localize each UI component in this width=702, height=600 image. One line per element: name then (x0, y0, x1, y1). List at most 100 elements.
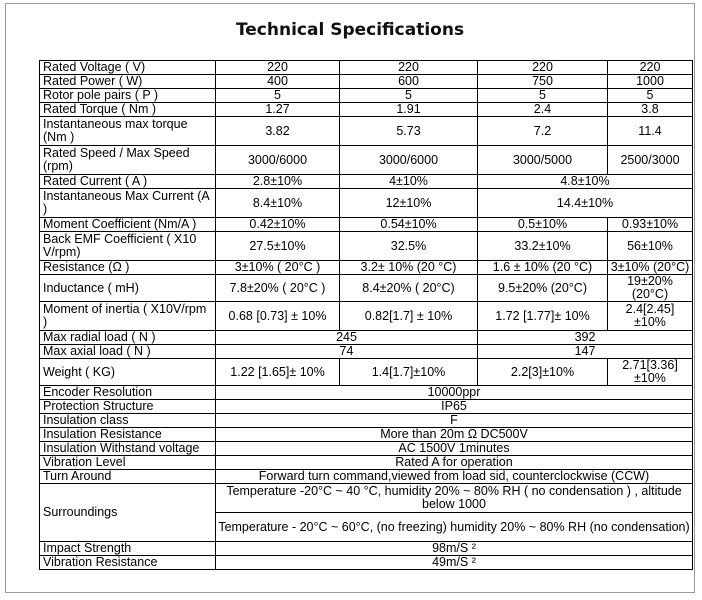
row-label: Inductance ( mH) (39, 274, 216, 302)
table-row: Inductance ( mH) 7.8±20% ( 20°C ) 8.4±20… (39, 274, 693, 302)
cell-value: 11.4 (607, 116, 693, 146)
table-row: Weight ( KG) 1.22 [1.65]± 10% 1.4[1.7]±1… (39, 358, 693, 386)
cell-value: 3.8 (607, 102, 693, 117)
cell-value: 5 (607, 88, 693, 103)
cell-value: 4±10% (339, 174, 478, 189)
row-label: Max axial load ( N ) (39, 344, 216, 359)
cell-value: 56±10% (607, 231, 693, 261)
row-label: Encoder Resolution (39, 385, 216, 400)
cell-value: 3±10% (20°C) (607, 260, 693, 275)
cell-value: 245 (215, 330, 478, 345)
cell-value: 2.8±10% (215, 174, 340, 189)
row-label: Resistance (Ω ) (39, 260, 216, 275)
table-row: Rotor pole pairs ( P ) 5 5 5 5 (39, 88, 693, 103)
cell-value: 19±20% (20°C) (607, 274, 693, 302)
cell-value: 1000 (607, 74, 693, 89)
row-label: Rated Speed / Max Speed (rpm) (39, 145, 216, 175)
row-label: Moment of inertia ( X10V/rpm ) (39, 301, 216, 331)
cell-value: 1.27 (215, 102, 340, 117)
cell-value: 1.4[1.7]±10% (339, 358, 478, 386)
row-label: Moment Coefficient (Nm/A ) (39, 217, 216, 232)
cell-value: More than 20m Ω DC500V (215, 427, 693, 442)
table-row: Insulation class F (39, 413, 693, 428)
row-label: Rated Torque ( Nm ) (39, 102, 216, 117)
cell-value: Temperature -20°C ~ 40 °C, humidity 20% … (215, 483, 693, 513)
table-row: Vibration Level Rated A for operation (39, 455, 693, 470)
cell-value: 3.2± 10% (20 °C) (339, 260, 478, 275)
cell-value: 0.42±10% (215, 217, 340, 232)
cell-value: 2.71[3.36]±10% (607, 358, 693, 386)
table-row: Rated Power ( W) 400 600 750 1000 (39, 74, 693, 89)
row-label: Rated Voltage ( V) (39, 60, 216, 75)
cell-value: 8.4±20% ( 20°C) (339, 274, 478, 302)
cell-value: 98m/S ² (215, 541, 693, 556)
table-row: Instantaneous max torque (Nm ) 3.82 5.73… (39, 116, 693, 146)
cell-value: 1.22 [1.65]± 10% (215, 358, 340, 386)
cell-value: 392 (477, 330, 693, 345)
row-label: Instantaneous max torque (Nm ) (39, 116, 216, 146)
table-row: Rated Current ( A ) 2.8±10% 4±10% 4.8±10… (39, 174, 693, 189)
table-row: Resistance (Ω ) 3±10% ( 20°C ) 3.2± 10% … (39, 260, 693, 275)
cell-value: 5.73 (339, 116, 478, 146)
row-label: Insulation class (39, 413, 216, 428)
cell-value: 1.72 [1.77]± 10% (477, 301, 608, 331)
cell-value: 2500/3000 (607, 145, 693, 175)
cell-value: 0.93±10% (607, 217, 693, 232)
cell-value: 7.2 (477, 116, 608, 146)
table-row: Protection Structure IP65 (39, 399, 693, 414)
row-label: Insulation Withstand voltage (39, 441, 216, 456)
cell-value: Temperature - 20°C ~ 60°C, (no freezing)… (215, 512, 693, 542)
cell-value: 0.82[1.7] ± 10% (339, 301, 478, 331)
table-row: Turn Around Forward turn command,viewed … (39, 469, 693, 484)
cell-value: 0.54±10% (339, 217, 478, 232)
table-row: Instantaneous Max Current (A ) 8.4±10% 1… (39, 188, 693, 218)
cell-value: 3±10% ( 20°C ) (215, 260, 340, 275)
cell-value: 10000ppr (215, 385, 693, 400)
cell-value: 3000/6000 (215, 145, 340, 175)
cell-value: F (215, 413, 693, 428)
row-label: Impact Strength (39, 541, 216, 556)
cell-value: 750 (477, 74, 608, 89)
cell-value: 3000/5000 (477, 145, 608, 175)
cell-value: 1.6 ± 10% (20 °C) (477, 260, 608, 275)
row-label: Back EMF Coefficient ( X10 V/rpm) (39, 231, 216, 261)
cell-value: 600 (339, 74, 478, 89)
spec-sheet: Technical Specifications Rated Voltage (… (5, 3, 695, 593)
cell-value: AC 1500V 1minutes (215, 441, 693, 456)
cell-value: 3.82 (215, 116, 340, 146)
row-label: Weight ( KG) (39, 358, 216, 386)
cell-value: IP65 (215, 399, 693, 414)
row-label: Rated Power ( W) (39, 74, 216, 89)
cell-value: 220 (477, 60, 608, 75)
cell-value: 5 (215, 88, 340, 103)
cell-value: 220 (339, 60, 478, 75)
table-row: Impact Strength 98m/S ² (39, 541, 693, 556)
table-row: Vibration Resistance 49m/S ² (39, 555, 693, 570)
row-label: Insulation Resistance (39, 427, 216, 442)
cell-value: 2.4 (477, 102, 608, 117)
table-row: Moment Coefficient (Nm/A ) 0.42±10% 0.54… (39, 217, 693, 232)
cell-value: 147 (477, 344, 693, 359)
cell-value: 33.2±10% (477, 231, 608, 261)
cell-value: 14.4±10% (477, 188, 693, 218)
cell-value: Rated A for operation (215, 455, 693, 470)
cell-value: 4.8±10% (477, 174, 693, 189)
cell-value: 400 (215, 74, 340, 89)
cell-value: 2.4[2.45]±10% (607, 301, 693, 331)
cell-value: 1.91 (339, 102, 478, 117)
row-label: Vibration Resistance (39, 555, 216, 570)
spec-table: Rated Voltage ( V) 220 220 220 220 Rated… (39, 60, 693, 570)
row-label: Rated Current ( A ) (39, 174, 216, 189)
cell-value: 2.2[3]±10% (477, 358, 608, 386)
table-row: Encoder Resolution 10000ppr (39, 385, 693, 400)
table-row: Temperature - 20°C ~ 60°C, (no freezing)… (40, 512, 693, 542)
cell-value: 5 (477, 88, 608, 103)
table-row: Rated Voltage ( V) 220 220 220 220 (39, 60, 693, 75)
table-row: Max radial load ( N ) 245 392 (39, 330, 693, 345)
cell-value: 12±10% (339, 188, 478, 218)
row-label: Max radial load ( N ) (39, 330, 216, 345)
row-label: Rotor pole pairs ( P ) (39, 88, 216, 103)
cell-value: 32.5% (339, 231, 478, 261)
table-row: Back EMF Coefficient ( X10 V/rpm) 27.5±1… (39, 231, 693, 261)
row-label: Protection Structure (39, 399, 216, 414)
